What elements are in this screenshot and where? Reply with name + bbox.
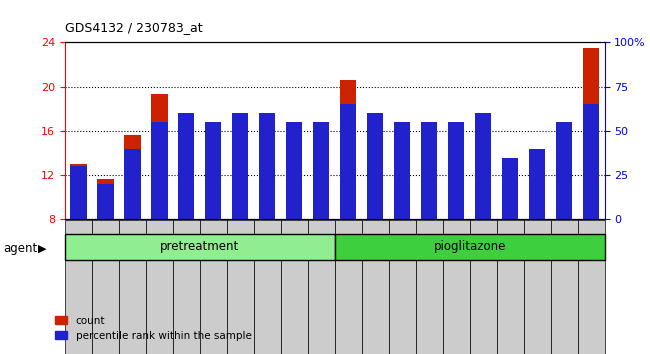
Bar [583,48,599,219]
Text: pretreatment: pretreatment [161,240,239,253]
Bar [367,113,383,219]
Bar [286,164,302,219]
Bar [70,164,86,219]
Bar [340,104,356,219]
Bar [200,219,227,354]
Bar [583,104,599,219]
Bar [232,173,248,219]
Bar [577,219,605,354]
Legend: count, percentile rank within the sample: count, percentile rank within the sample [51,312,255,345]
Bar [551,219,577,354]
Bar [178,113,194,219]
Bar [259,113,276,219]
Bar [389,219,416,354]
Bar [421,122,437,219]
Bar [70,166,86,219]
Bar [146,219,173,354]
Bar [205,154,222,219]
Bar [394,122,410,219]
Bar [173,219,200,354]
Bar [475,130,491,219]
Bar [335,234,604,260]
Bar [227,219,254,354]
Bar [502,195,518,219]
Bar [421,170,437,219]
Bar [448,129,464,219]
Bar [178,153,194,219]
Bar [151,95,168,219]
Bar [529,195,545,219]
Bar [524,219,551,354]
Bar [124,149,140,219]
Bar [205,122,222,219]
Bar [367,156,383,219]
Bar [232,113,248,219]
Bar [281,219,308,354]
Bar [65,219,92,354]
Bar [529,149,545,219]
Bar [65,234,335,260]
Bar [361,219,389,354]
Bar [475,113,491,219]
Bar [448,122,464,219]
Bar [98,184,114,219]
Bar [151,122,168,219]
Bar [254,219,281,354]
Bar [556,122,572,219]
Bar [394,134,410,219]
Bar [416,219,443,354]
Bar [119,219,146,354]
Bar [308,219,335,354]
Bar [443,219,470,354]
Bar [335,219,361,354]
Bar [313,122,330,219]
Bar [313,145,330,219]
Bar [340,80,356,219]
Text: pioglitazone: pioglitazone [434,240,506,253]
Bar [259,156,276,219]
Bar [556,166,572,219]
Text: GDS4132 / 230783_at: GDS4132 / 230783_at [65,21,203,34]
Bar [286,122,302,219]
Bar [124,135,140,219]
Bar [98,178,114,219]
Bar [502,158,518,219]
Bar [470,219,497,354]
Bar [92,219,119,354]
Text: agent: agent [3,242,38,255]
Text: ▶: ▶ [38,244,46,253]
Bar [497,219,524,354]
